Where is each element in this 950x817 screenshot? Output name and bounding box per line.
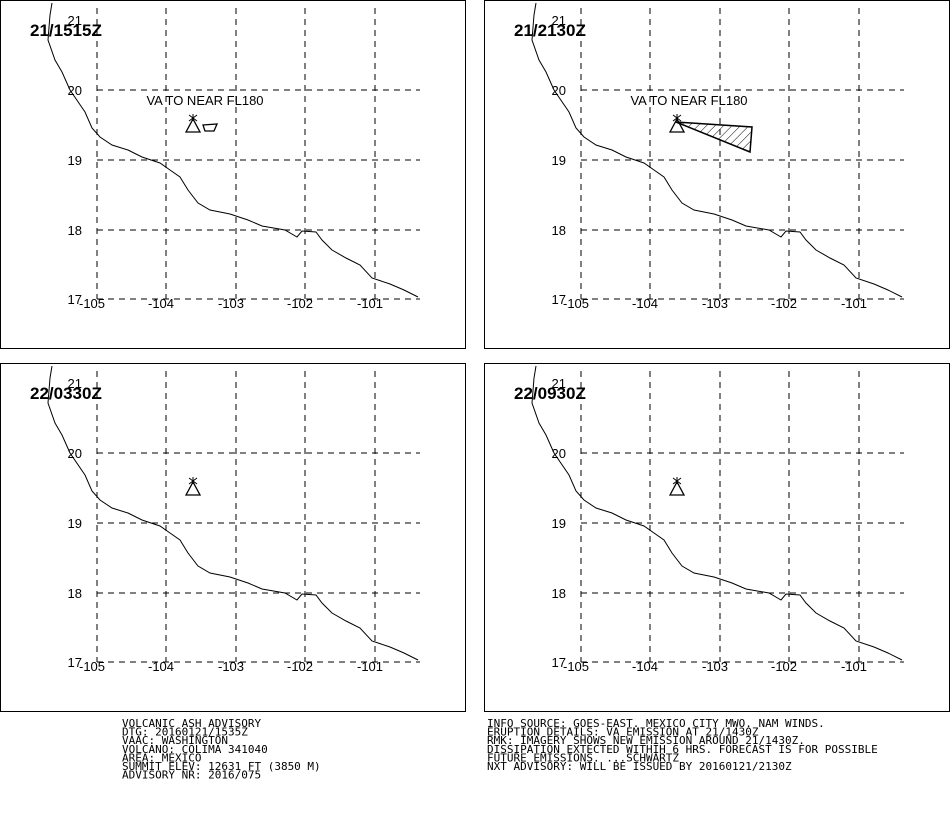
advisory-line: AREA: MEXICO: [122, 751, 201, 764]
advisory-line: INFO SOURCE: GOES-EAST. MEXICO CITY MWO.…: [487, 717, 825, 730]
lat-label: 20: [68, 446, 82, 461]
coastline: [47, 365, 419, 661]
lat-label: 19: [552, 153, 566, 168]
lat-label: 18: [552, 223, 566, 238]
lon-label: -102: [287, 296, 313, 311]
ash-area: [675, 121, 753, 154]
lon-label: -101: [357, 659, 383, 674]
volcano-plume: [188, 477, 198, 485]
volcano-plume: [672, 114, 682, 122]
lon-label: -102: [771, 659, 797, 674]
lat-label: 21: [552, 376, 566, 391]
panel-frame: [0, 0, 466, 349]
lat-label: 18: [552, 586, 566, 601]
coastline: [531, 365, 903, 661]
volcano-plume: [188, 114, 198, 122]
lat-label: 20: [552, 446, 566, 461]
lon-label: -104: [632, 296, 658, 311]
lon-label: -103: [218, 659, 244, 674]
annotation: VA TO NEAR FL180: [146, 93, 263, 108]
advisory-line: SUMMIT ELEV: 12631 FT (3850 M): [122, 760, 321, 773]
valid-time: 22/0330Z: [30, 384, 102, 403]
lon-label: -102: [771, 296, 797, 311]
lon-label: -105: [563, 659, 589, 674]
valid-time: 21/2130Z: [514, 21, 586, 40]
lat-label: 18: [68, 223, 82, 238]
panel-frame: [0, 363, 466, 712]
map-panel: -105 -104 -103 -102 -101 21 20 19 18 17 21/1515Z VA…: [0, 0, 466, 349]
advisory-line: DISSIPATION EXTECTED WITHIH 6 HRS. FOREC…: [487, 743, 878, 756]
advisory-line: NXT ADVISORY: WILL BE ISSUED BY 20160121…: [487, 760, 792, 773]
lon-label: -104: [632, 659, 658, 674]
lon-label: -101: [841, 296, 867, 311]
lat-label: 20: [68, 83, 82, 98]
lat-label: 17: [68, 292, 82, 307]
lon-label: -101: [357, 296, 383, 311]
map-panel: -105 -104 -103 -102 -101 21 20 19 18 17 21/2130Z VA…: [484, 0, 950, 349]
lat-label: 19: [552, 516, 566, 531]
advisory-line: ADVISORY NR: 2016/075: [122, 769, 261, 782]
lon-label: -104: [148, 296, 174, 311]
lon-label: -104: [148, 659, 174, 674]
lat-label: 19: [68, 153, 82, 168]
advisory-line: VOLCANIC ASH ADVISORY: [122, 717, 261, 730]
lat-label: 17: [68, 655, 82, 670]
lat-label: 19: [68, 516, 82, 531]
volcano: [668, 480, 686, 496]
valid-time: 21/1515Z: [30, 21, 102, 40]
map-panel: -105 -104 -103 -102 -101 21 20 19 18 17 22/0330Z: [0, 363, 466, 712]
lat-label: 18: [68, 586, 82, 601]
ash-area: [202, 123, 219, 132]
lat-label: 17: [552, 655, 566, 670]
advisory-line: VAAC: WASHINGTON: [122, 734, 228, 747]
coastline: [531, 2, 903, 298]
lat-label: 21: [68, 13, 82, 28]
volcano: [668, 117, 686, 133]
lon-label: -105: [79, 296, 105, 311]
advisory-line: ERUPTION DETAILS: VA EMISSION AT 21/1430…: [487, 726, 759, 739]
lon-label: -102: [287, 659, 313, 674]
advisory-line: DTG: 20160121/1535Z: [122, 726, 248, 739]
volcano-plume: [672, 477, 682, 485]
valid-time: 22/0930Z: [514, 384, 586, 403]
annotation: VA TO NEAR FL180: [630, 93, 747, 108]
advisory-line: VOLCANO: COLIMA 341040: [122, 743, 268, 756]
lon-label: -103: [702, 296, 728, 311]
lat-label: 20: [552, 83, 566, 98]
lon-label: -103: [702, 659, 728, 674]
lon-label: -105: [563, 296, 589, 311]
advisory-line: FUTURE EMISSIONS. ...SCHWARTZ: [487, 751, 679, 764]
lon-label: -105: [79, 659, 105, 674]
coastline: [47, 2, 419, 298]
lon-label: -103: [218, 296, 244, 311]
map-panel: -105 -104 -103 -102 -101 21 20 19 18 17 22/0930Z: [484, 363, 950, 712]
volcano: [184, 480, 202, 496]
volcano: [184, 117, 202, 133]
lat-label: 17: [552, 292, 566, 307]
lat-label: 21: [552, 13, 566, 28]
lat-label: 21: [68, 376, 82, 391]
advisory-line: RMK: IMAGERY SHOWS NEW EMISSION AROUND 2…: [487, 734, 805, 747]
lon-label: -101: [841, 659, 867, 674]
